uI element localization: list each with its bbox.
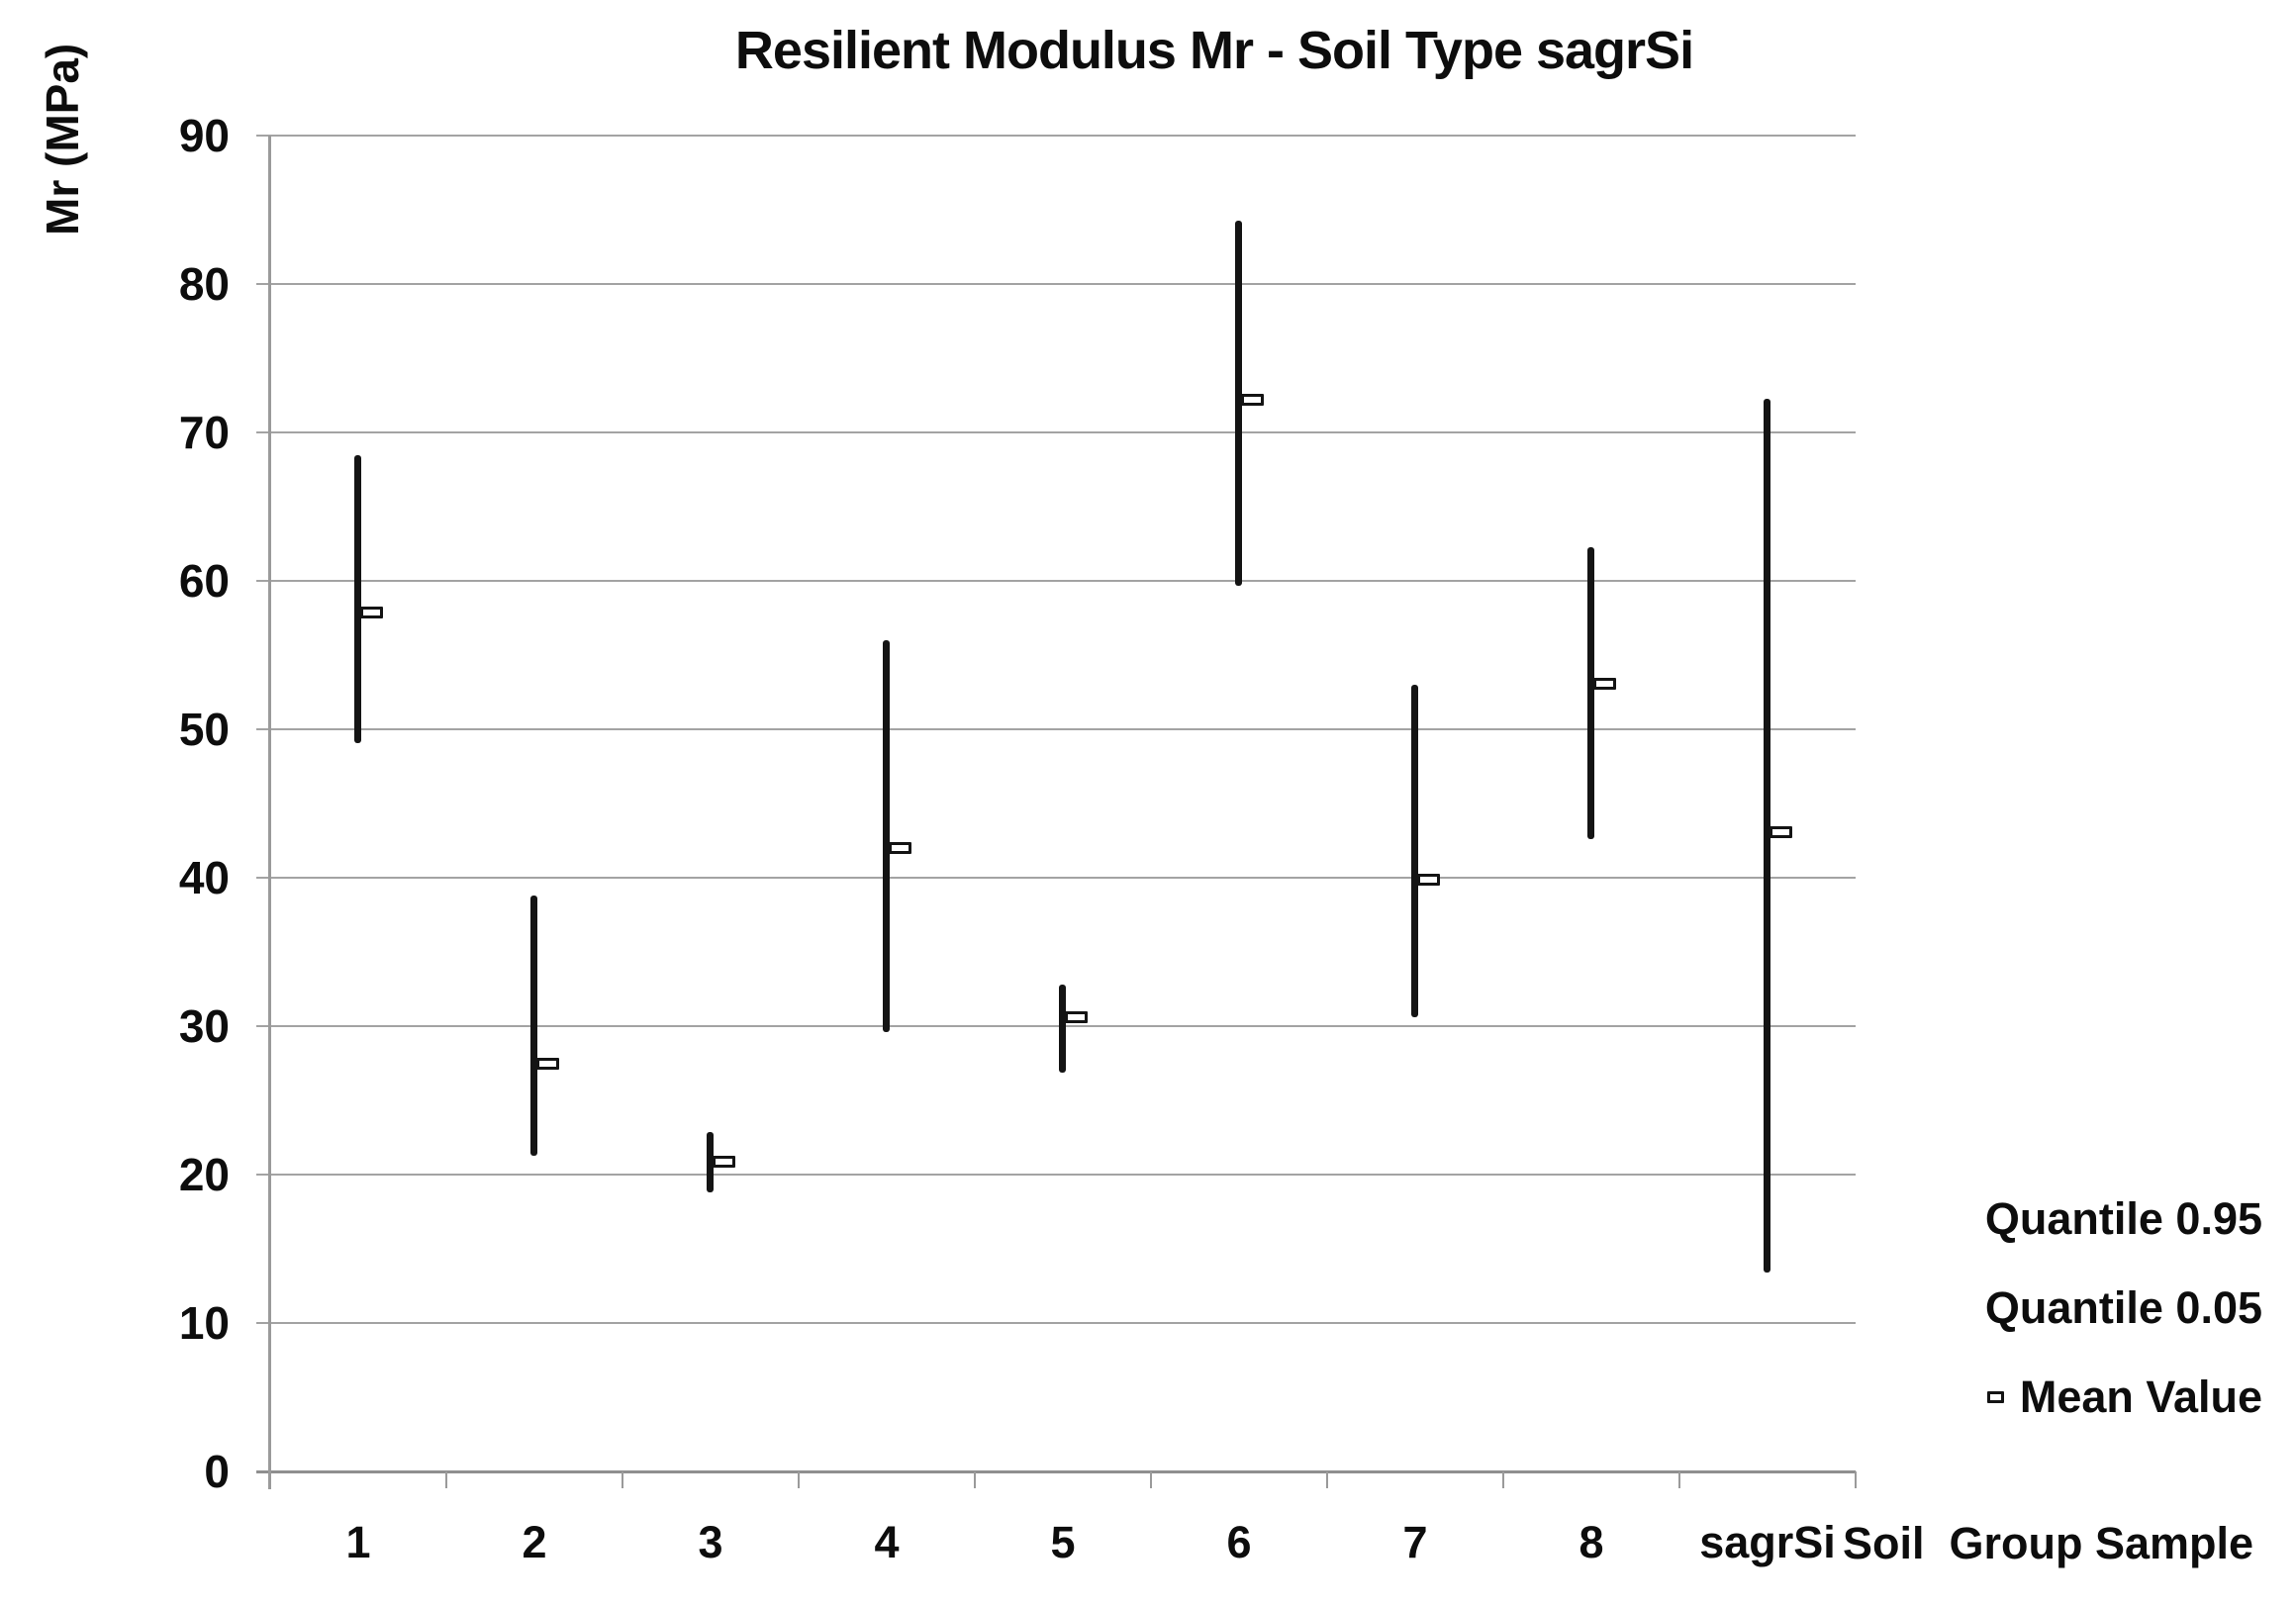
x-tick-label-1: 1 bbox=[345, 1517, 371, 1567]
mean-marker-sample-8 bbox=[1593, 677, 1616, 690]
y-tick-label-20: 20 bbox=[178, 1149, 230, 1200]
legend-entry-mean-value: Mean Value bbox=[1986, 1371, 2262, 1423]
y-tick-label-0: 0 bbox=[204, 1446, 230, 1497]
y-tick-label-70: 70 bbox=[178, 407, 230, 458]
mean-marker-sample-2 bbox=[536, 1057, 559, 1070]
x-tick-label-6: 6 bbox=[1226, 1517, 1252, 1567]
x-tick-label-5: 5 bbox=[1050, 1517, 1076, 1567]
x-axis-tick-7 bbox=[1502, 1471, 1504, 1488]
y-tick-label-80: 80 bbox=[178, 258, 230, 310]
y-tick-label-40: 40 bbox=[178, 852, 230, 903]
gridline-20 bbox=[256, 1174, 1856, 1176]
y-tick-label-60: 60 bbox=[178, 555, 230, 607]
mean-marker-sample-1 bbox=[360, 606, 383, 618]
x-tick-label-sagrSi: sagrSi bbox=[1699, 1517, 1836, 1567]
x-axis-tick-0 bbox=[269, 1471, 271, 1488]
legend-entry-quantile-005: Quantile 0.05 bbox=[1985, 1282, 2262, 1334]
x-axis-tick-4 bbox=[974, 1471, 976, 1488]
y-axis-line bbox=[268, 136, 271, 1489]
range-bar-sample-sagrSi bbox=[1764, 398, 1770, 1273]
x-tick-label-8: 8 bbox=[1578, 1517, 1604, 1567]
x-tick-label-2: 2 bbox=[522, 1517, 547, 1567]
legend-entry-quantile-095: Quantile 0.95 bbox=[1985, 1193, 2262, 1245]
range-bar-sample-3 bbox=[707, 1131, 714, 1192]
y-tick-label-90: 90 bbox=[178, 110, 230, 161]
mean-value-marker-icon bbox=[1986, 1391, 2004, 1403]
x-tick-label-4: 4 bbox=[874, 1517, 900, 1567]
mean-marker-sample-sagrSi bbox=[1770, 825, 1792, 838]
range-bar-sample-6 bbox=[1235, 220, 1242, 586]
x-axis-tick-3 bbox=[798, 1471, 800, 1488]
gridline-50 bbox=[256, 728, 1856, 730]
x-axis-tick-1 bbox=[445, 1471, 447, 1488]
range-bar-sample-8 bbox=[1587, 546, 1594, 839]
legend-label-quantile-005: Quantile 0.05 bbox=[1984, 1282, 2262, 1333]
y-tick-label-30: 30 bbox=[178, 1000, 230, 1052]
y-tick-label-50: 50 bbox=[178, 704, 230, 755]
x-tick-label-7: 7 bbox=[1402, 1517, 1428, 1567]
gridline-40 bbox=[256, 877, 1856, 879]
x-axis-tick-6 bbox=[1326, 1471, 1328, 1488]
x-axis-tick-9 bbox=[1855, 1471, 1857, 1488]
gridline-70 bbox=[256, 431, 1856, 433]
x-axis-title: Soil Group Sample bbox=[1843, 1518, 2254, 1568]
gridline-0 bbox=[256, 1470, 1856, 1473]
mean-marker-sample-3 bbox=[713, 1155, 735, 1168]
legend: Quantile 0.95 Quantile 0.05 Mean Value bbox=[1985, 1193, 2262, 1423]
gridline-60 bbox=[256, 580, 1856, 582]
mean-marker-sample-4 bbox=[889, 842, 911, 854]
y-tick-label-10: 10 bbox=[178, 1297, 230, 1349]
range-bar-sample-2 bbox=[530, 896, 537, 1156]
x-axis-tick-8 bbox=[1678, 1471, 1680, 1488]
chart-title: Resilient Modulus Mr - Soil Type sagrSi bbox=[734, 21, 1694, 80]
range-bar-sample-1 bbox=[354, 454, 361, 743]
x-tick-label-3: 3 bbox=[698, 1517, 723, 1567]
gridline-10 bbox=[256, 1322, 1856, 1324]
mean-marker-sample-6 bbox=[1241, 394, 1264, 406]
range-bar-sample-7 bbox=[1411, 685, 1418, 1017]
mean-marker-sample-5 bbox=[1065, 1011, 1088, 1023]
legend-label-mean-value: Mean Value bbox=[2019, 1371, 2262, 1422]
range-bar-sample-5 bbox=[1059, 985, 1066, 1073]
range-bar-sample-4 bbox=[883, 640, 890, 1032]
gridline-90 bbox=[256, 135, 1856, 137]
x-axis-tick-2 bbox=[622, 1471, 623, 1488]
x-axis-tick-5 bbox=[1150, 1471, 1152, 1488]
gridline-30 bbox=[256, 1025, 1856, 1027]
mean-marker-sample-7 bbox=[1417, 873, 1440, 886]
gridline-80 bbox=[256, 283, 1856, 285]
legend-label-quantile-095: Quantile 0.95 bbox=[1984, 1193, 2262, 1244]
